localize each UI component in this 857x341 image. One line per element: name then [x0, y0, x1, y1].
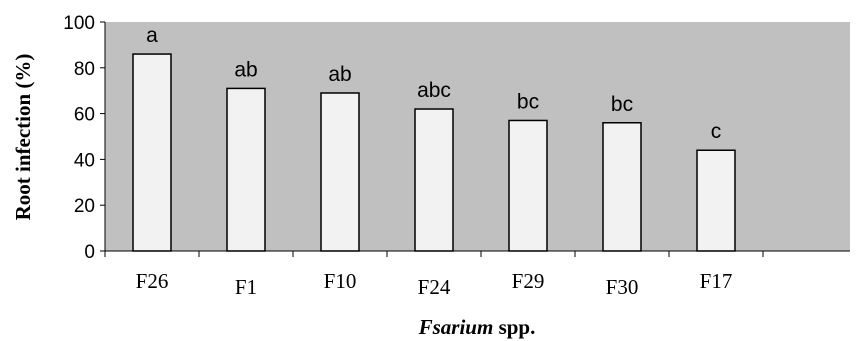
bar-f29	[508, 119, 548, 252]
y-tick-label: 20	[74, 196, 95, 217]
x-category-label: F17	[700, 269, 733, 293]
y-tick-label: 60	[74, 105, 95, 126]
y-axis-ticks	[100, 21, 105, 252]
x-axis-title-italic: Fsarium	[418, 315, 494, 339]
x-category-label: F29	[512, 269, 545, 293]
y-axis-title: Root infection (%)	[11, 54, 35, 221]
significance-letter: bc	[611, 93, 633, 116]
y-tick-label: 80	[74, 59, 95, 80]
y-tick-label: 40	[74, 150, 95, 171]
significance-letter: abc	[417, 79, 451, 102]
y-tick-labels: 0 20 40 60 80 100	[63, 13, 95, 263]
bar-f10	[320, 92, 360, 252]
significance-letter: a	[146, 24, 158, 47]
bar-f1	[226, 87, 266, 252]
significance-letter: c	[711, 120, 722, 143]
x-category-label: F10	[324, 269, 357, 293]
bar-f24	[414, 108, 454, 252]
significance-letter: bc	[517, 90, 539, 113]
bar-f17	[696, 149, 736, 252]
bar-f26	[132, 53, 172, 252]
category-labels: F26 F1 F10 F24 F29 F30 F17	[136, 269, 733, 299]
y-tick-label: 100	[63, 13, 95, 34]
significance-letter: ab	[234, 58, 257, 81]
x-category-label: F1	[235, 275, 257, 299]
x-category-label: F24	[418, 275, 451, 299]
x-category-label: F26	[136, 269, 169, 293]
y-tick-label: 0	[84, 242, 95, 263]
significance-letter: ab	[328, 63, 351, 86]
x-category-label: F30	[606, 275, 639, 299]
bar-f30	[602, 122, 642, 252]
significance-labels: a ab ab abc bc bc c	[146, 24, 721, 143]
x-axis-title: Fsarium spp.	[418, 315, 536, 339]
plot-area	[105, 22, 850, 251]
bars	[132, 53, 736, 252]
x-axis-ticks	[104, 251, 764, 257]
x-axis-title-rest: spp.	[493, 315, 535, 339]
